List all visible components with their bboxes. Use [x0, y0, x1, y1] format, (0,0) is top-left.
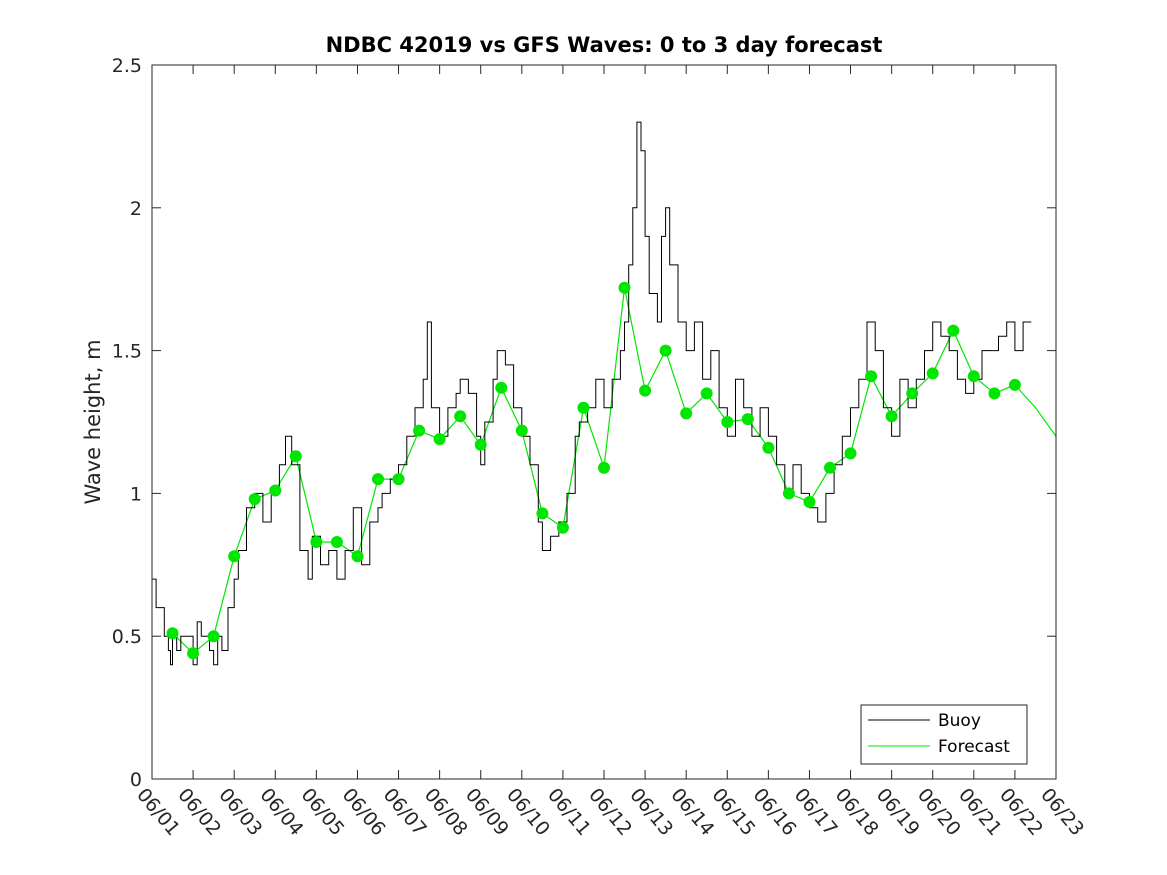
forecast-marker: [906, 387, 919, 400]
forecast-marker: [741, 413, 754, 426]
forecast-marker: [289, 450, 302, 463]
forecast-marker: [310, 536, 323, 548]
forecast-marker: [700, 387, 713, 400]
forecast-marker: [824, 461, 836, 474]
forecast-marker: [536, 507, 549, 520]
forecast-marker: [967, 370, 980, 383]
forecast-marker: [721, 416, 734, 428]
y-tick-label: 1: [130, 483, 142, 505]
legend-buoy-label: Buoy: [938, 711, 981, 731]
forecast-marker: [228, 550, 241, 563]
forecast-marker: [947, 324, 960, 337]
forecast-marker: [803, 496, 816, 508]
forecast-marker: [330, 536, 343, 548]
forecast-marker: [207, 630, 220, 643]
y-tick-label: 0: [130, 769, 142, 791]
forecast-marker: [762, 441, 775, 454]
plot-clip-group: [152, 121, 1056, 666]
chart-title: NDBC 42019 vs GFS Waves: 0 to 3 day fore…: [326, 33, 883, 57]
forecast-marker: [598, 461, 610, 474]
forecast-marker: [577, 401, 590, 414]
y-axis-label: Wave height, m: [81, 339, 105, 504]
forecast-marker: [495, 381, 508, 394]
forecast-marker: [988, 387, 1001, 400]
forecast-marker: [187, 647, 200, 660]
forecast-marker: [413, 424, 426, 437]
forecast-marker: [392, 473, 405, 486]
forecast-marker: [659, 344, 672, 357]
forecast-marker: [885, 410, 898, 423]
forecast-marker: [351, 550, 364, 563]
forecast-marker: [248, 493, 261, 506]
legend-box: [860, 704, 1028, 765]
y-tick-label: 1.5: [112, 341, 142, 363]
forecast-marker: [782, 487, 795, 500]
forecast-marker: [433, 433, 446, 446]
forecast-marker: [372, 473, 384, 486]
y-tick-label: 2: [130, 198, 142, 220]
plot-area: [152, 121, 1056, 666]
forecast-marker: [926, 367, 939, 380]
forecast-marker: [639, 384, 652, 397]
forecast-marker: [556, 521, 569, 534]
forecast-marker: [865, 370, 878, 383]
forecast-marker: [515, 424, 528, 437]
forecast-marker: [269, 484, 282, 497]
forecast-marker: [844, 447, 857, 460]
forecast-marker: [166, 627, 179, 640]
legend-forecast-label: Forecast: [938, 737, 1010, 757]
forecast-marker: [454, 410, 467, 423]
forecast-marker: [474, 438, 487, 451]
y-tick-label: 2.5: [112, 55, 142, 77]
forecast-marker: [1008, 378, 1021, 391]
y-tick-label: 0.5: [112, 626, 142, 648]
legend: Buoy Forecast: [860, 704, 1028, 765]
forecast-marker: [618, 281, 631, 294]
forecast-marker: [680, 407, 693, 420]
